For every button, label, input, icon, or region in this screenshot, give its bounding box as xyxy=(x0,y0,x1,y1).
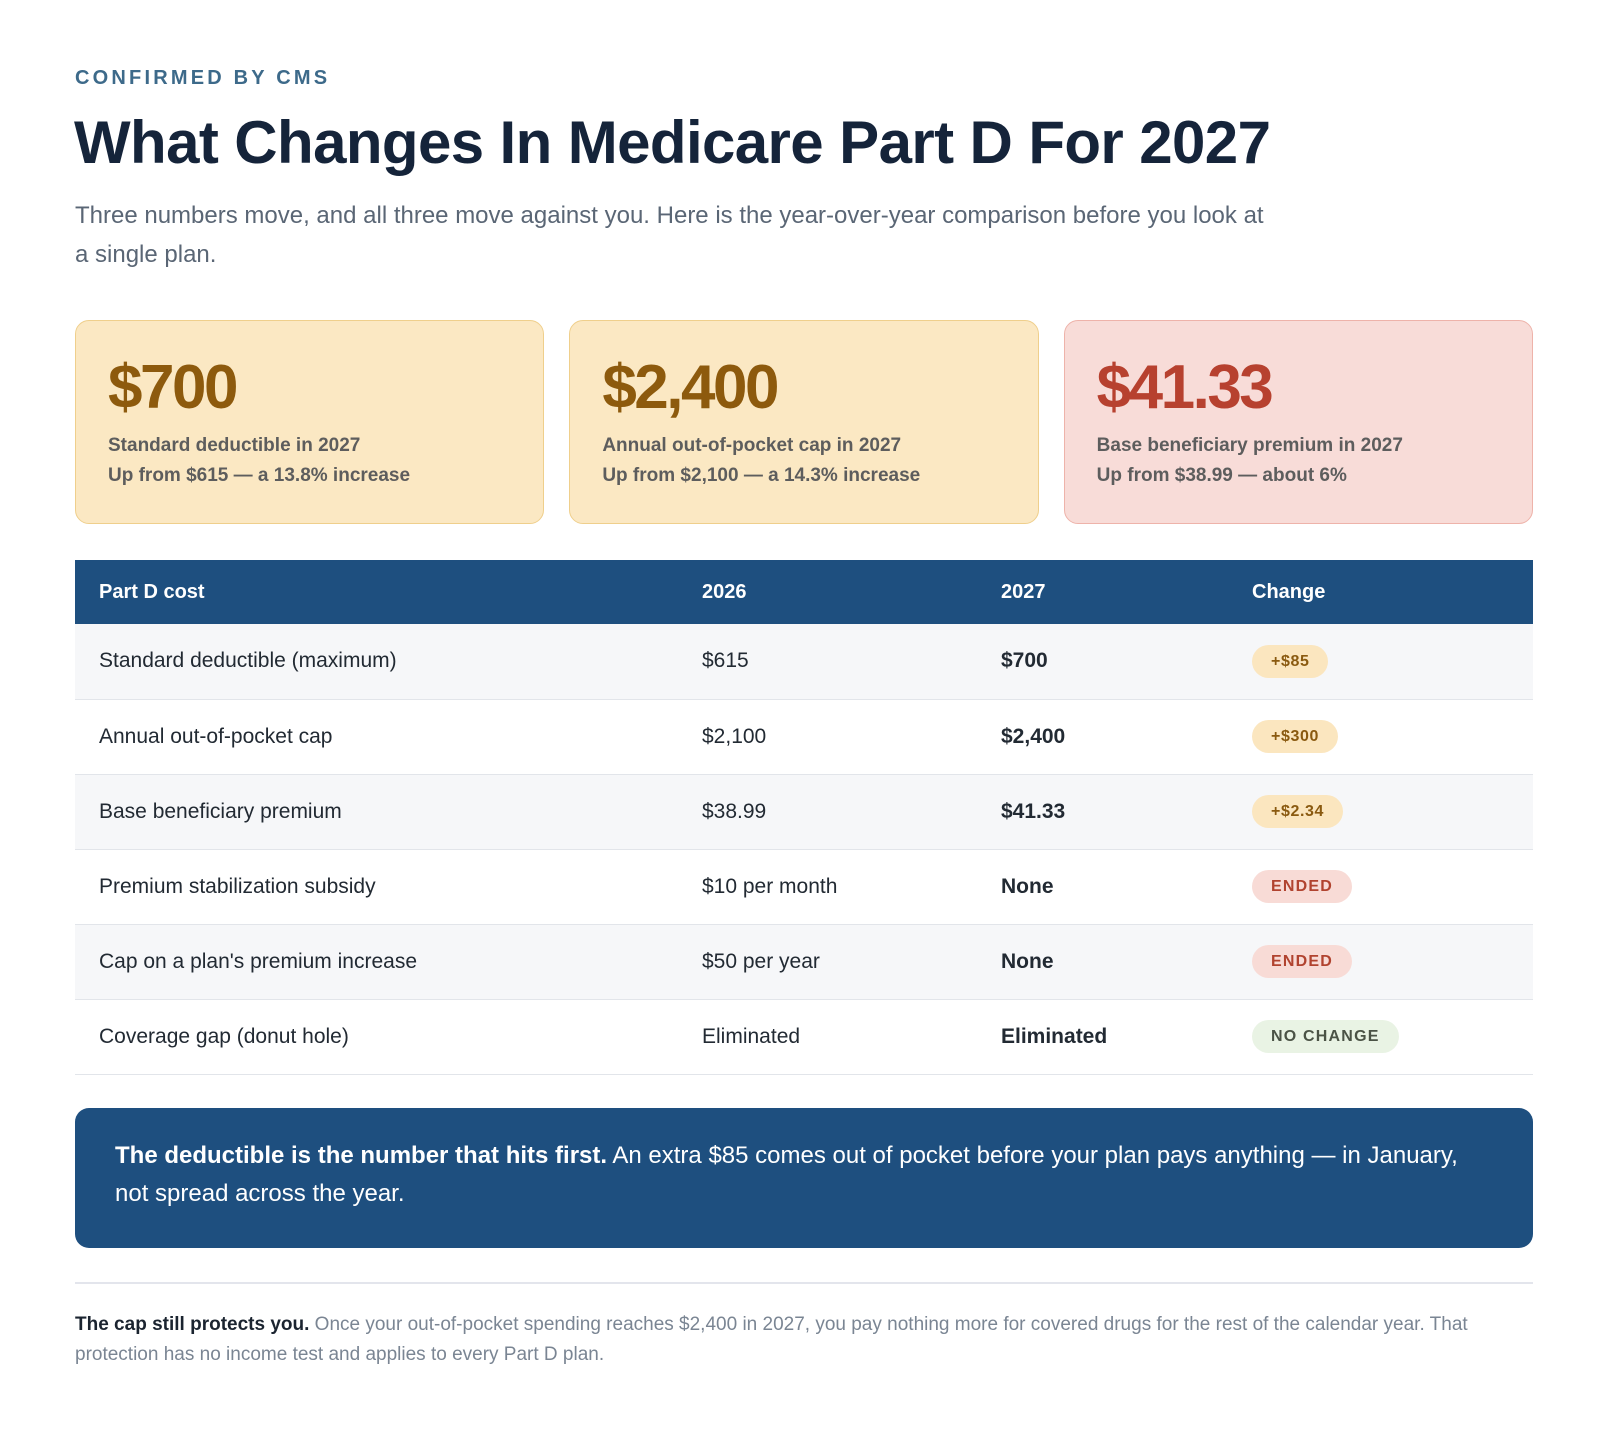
cell-2027: Eliminated xyxy=(977,999,1228,1075)
table-row: Cap on a plan's premium increase $50 per… xyxy=(75,924,1533,1000)
status-badge: ENDED xyxy=(1252,945,1353,978)
divider xyxy=(75,1282,1533,1284)
eyebrow-label: CONFIRMED BY CMS xyxy=(75,67,331,89)
stat-card-deductible: $700 Standard deductible in 2027 Up from… xyxy=(75,320,545,524)
cell-item: Coverage gap (donut hole) xyxy=(75,999,678,1075)
cell-item: Annual out-of-pocket cap xyxy=(75,699,678,775)
stat-label: Standard deductible in 2027 xyxy=(108,435,361,456)
stat-label: Base beneficiary premium in 2027 xyxy=(1096,435,1403,456)
cell-2027: $2,400 xyxy=(977,699,1228,775)
stat-detail: Up from $38.99 — about 6% xyxy=(1096,465,1347,486)
table-row: Base beneficiary premium $38.99 $41.33 +… xyxy=(75,774,1533,850)
table-row: Standard deductible (maximum) $615 $700 … xyxy=(75,624,1533,700)
status-badge: ENDED xyxy=(1252,870,1353,903)
page-subtitle: Three numbers move, and all three move a… xyxy=(75,202,1264,268)
cell-item: Base beneficiary premium xyxy=(75,774,678,850)
cell-2026: Eliminated xyxy=(678,999,977,1075)
table-header-row: Part D cost 2026 2027 Change xyxy=(75,560,1533,624)
stat-card-oop-cap: $2,400 Annual out-of-pocket cap in 2027 … xyxy=(569,320,1039,524)
cell-change: ENDED xyxy=(1228,849,1533,925)
callout-lead: The deductible is the number that hits f… xyxy=(115,1142,608,1169)
cell-2026: $10 per month xyxy=(678,849,977,925)
cell-2027: None xyxy=(977,849,1228,925)
cell-2026: $38.99 xyxy=(678,774,977,850)
stat-value: $2,400 xyxy=(602,353,779,422)
cell-item: Cap on a plan's premium increase xyxy=(75,924,678,1000)
callout-box: The deductible is the number that hits f… xyxy=(75,1108,1533,1248)
stat-card-premium: $41.33 Base beneficiary premium in 2027 … xyxy=(1063,320,1533,524)
cell-change: +$85 xyxy=(1228,624,1533,700)
page-title: What Changes In Medicare Part D For 2027 xyxy=(74,109,1271,176)
status-badge: NO CHANGE xyxy=(1252,1020,1399,1053)
stat-cards: $700 Standard deductible in 2027 Up from… xyxy=(75,320,1533,524)
cell-change: +$300 xyxy=(1228,699,1533,775)
cell-2026: $50 per year xyxy=(678,924,977,1000)
cell-2026: $615 xyxy=(678,624,977,700)
footnote-lead: The cap still protects you. xyxy=(75,1314,310,1335)
column-header-2026: 2026 xyxy=(702,580,747,603)
table-row: Annual out-of-pocket cap $2,100 $2,400 +… xyxy=(75,699,1533,775)
change-badge: +$85 xyxy=(1252,644,1329,678)
stat-detail: Up from $615 — a 13.8% increase xyxy=(108,465,411,486)
stat-value: $41.33 xyxy=(1096,353,1274,422)
cell-2027: $41.33 xyxy=(977,774,1228,850)
change-badge: +$2.34 xyxy=(1252,795,1343,828)
cell-change: +$2.34 xyxy=(1228,774,1533,850)
change-badge: +$300 xyxy=(1252,720,1338,753)
footnote-body: Once your out-of-pocket spending reaches… xyxy=(75,1314,1468,1365)
stat-value: $700 xyxy=(108,353,238,422)
stat-label: Annual out-of-pocket cap in 2027 xyxy=(602,435,902,456)
footnote: The cap still protects you. Once your ou… xyxy=(75,1310,1535,1370)
column-header-change: Change xyxy=(1252,580,1326,603)
cell-change: ENDED xyxy=(1228,924,1533,1000)
cell-2027: $700 xyxy=(977,624,1228,700)
comparison-table: Part D cost 2026 2027 Change Standard de… xyxy=(75,560,1533,1075)
cell-change: NO CHANGE xyxy=(1228,999,1533,1075)
stat-detail: Up from $2,100 — a 14.3% increase xyxy=(602,465,921,486)
cell-2027: None xyxy=(977,924,1228,1000)
cell-2026: $2,100 xyxy=(678,699,977,775)
table-row: Coverage gap (donut hole) Eliminated Eli… xyxy=(75,999,1533,1075)
column-header-cost: Part D cost xyxy=(99,580,205,603)
table-row: Premium stabilization subsidy $10 per mo… xyxy=(75,849,1533,925)
cell-item: Standard deductible (maximum) xyxy=(75,624,678,700)
column-header-2027: 2027 xyxy=(1001,580,1046,603)
callout-body: An extra $85 comes out of pocket before … xyxy=(115,1142,1458,1207)
cell-item: Premium stabilization subsidy xyxy=(75,849,678,925)
